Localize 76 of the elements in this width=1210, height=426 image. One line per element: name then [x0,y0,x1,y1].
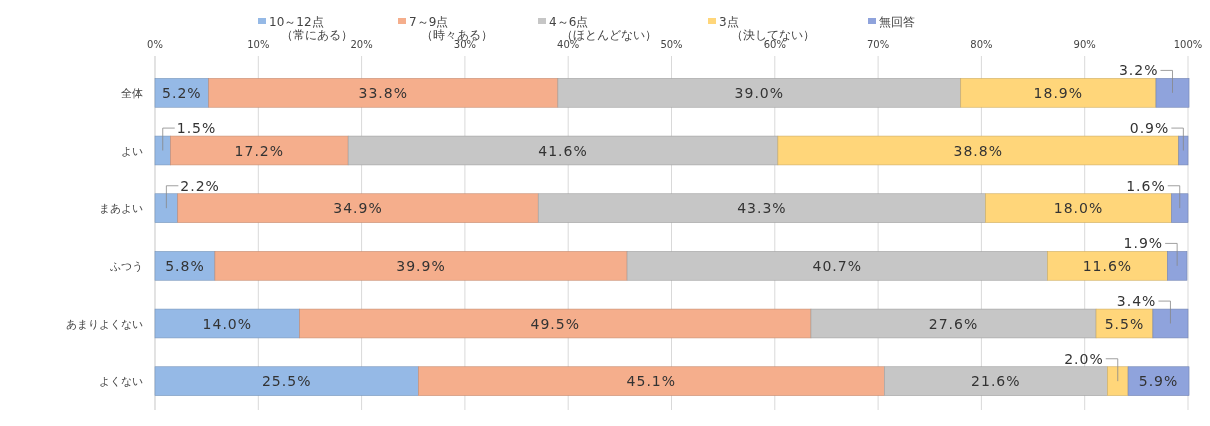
data-label: 38.8% [953,142,1004,159]
data-label: 1.5% [176,120,217,137]
x-tick-label: 10% [247,39,270,50]
data-label: 45.1% [626,373,677,390]
bar [810,308,1097,339]
bar [208,78,559,108]
bar [960,78,1157,108]
data-label: 49.5% [530,315,581,332]
x-tick-label: 90% [1073,39,1096,50]
x-tick-label: 20% [350,39,373,50]
bar [154,251,216,281]
data-label: 2.0% [1064,350,1104,367]
data-label: 5.5% [1104,315,1145,332]
bar [1095,308,1154,339]
data-label: 39.0% [734,84,785,101]
data-label: 14.0% [202,315,253,332]
bar [1167,251,1188,281]
y-tick-label: ふつう [109,259,143,273]
bar [299,308,812,339]
bar [214,251,628,281]
data-label: 18.9% [1033,84,1084,101]
bar [1047,251,1168,281]
bar [154,308,300,339]
bar [1155,78,1190,108]
legend-label: 無回答 [879,15,915,29]
bar [154,135,171,166]
bar [154,366,419,396]
data-label: 25.5% [261,373,312,390]
data-label: 18.0% [1053,200,1104,217]
x-tick-label: 100% [1173,39,1203,50]
bar [1127,366,1190,396]
bar [170,135,349,166]
y-tick-label: あまりよくない [66,317,143,331]
data-label: 21.6% [971,373,1021,390]
data-label: 11.6% [1082,257,1133,274]
data-label: 43.3% [737,200,787,217]
data-label: 34.9% [333,200,383,217]
bar [777,135,1179,166]
x-tick-label: 70% [866,39,890,50]
data-label: 27.6% [928,315,979,332]
data-label: 5.9% [1138,373,1179,390]
y-tick-label: まあよい [99,202,143,216]
x-tick-label: 50% [660,39,683,50]
data-label: 33.8% [358,84,409,101]
data-label: 39.9% [396,257,446,274]
data-label: 3.4% [1116,293,1157,310]
bar [1171,193,1189,223]
bar [1152,308,1189,339]
data-label: 2.2% [180,177,220,194]
bar [177,193,539,223]
bar [154,193,179,223]
bar [1178,135,1189,166]
data-label: 1.6% [1126,177,1166,194]
x-tick-label: 0% [147,39,163,50]
data-label: 40.7% [812,257,863,274]
y-tick-label: よい [121,144,143,158]
bar [626,251,1048,281]
y-tick-label: 全体 [121,86,143,100]
data-label: 3.2% [1118,62,1159,79]
data-label: 5.8% [165,257,205,274]
data-label: 1.9% [1123,235,1164,252]
bar [1107,366,1129,396]
x-tick-label: 60% [763,39,786,50]
bar [985,193,1172,223]
data-label: 0.9% [1129,120,1170,137]
bar [347,135,779,166]
bar [154,78,210,108]
data-label: 5.2% [162,84,202,101]
data-label: 41.6% [538,142,588,159]
x-tick-label: 80% [970,39,993,50]
bar [557,78,962,108]
bar [537,193,986,223]
bar [418,366,885,396]
data-label: 17.2% [234,142,285,159]
y-tick-label: よくない [99,375,143,389]
bar [884,366,1108,396]
